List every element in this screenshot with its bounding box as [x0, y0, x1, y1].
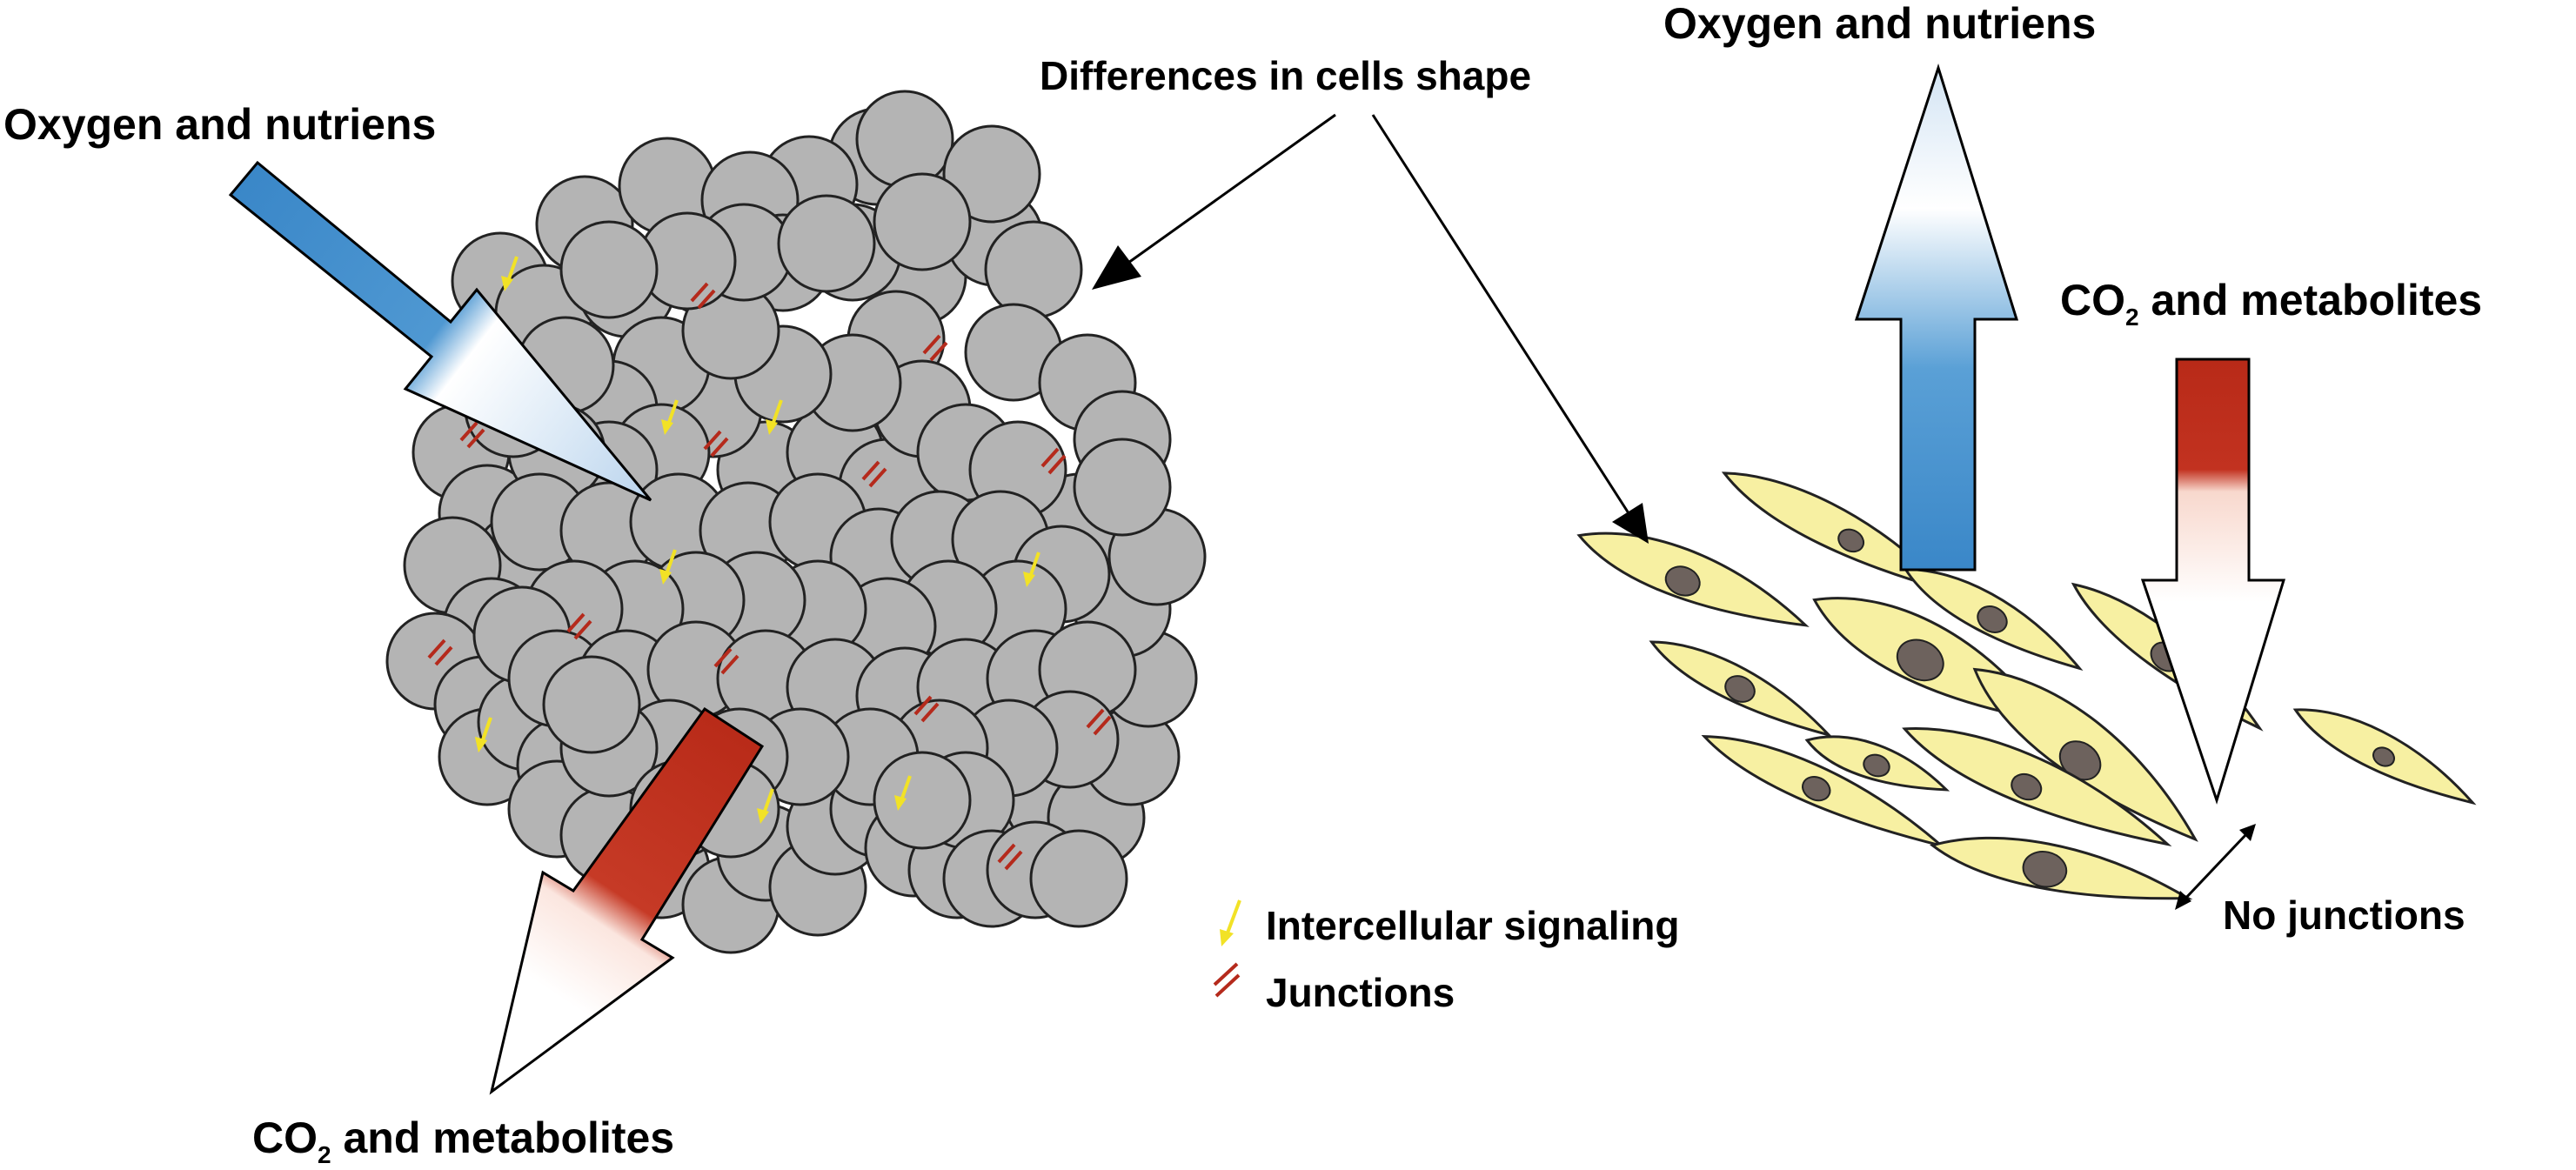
- junction-mark: [713, 647, 739, 675]
- spheroid-cell: [1073, 438, 1172, 537]
- flat-cell: [1902, 727, 2172, 847]
- junction-mark: [1086, 708, 1112, 736]
- spheroid-cell: [873, 172, 972, 271]
- junction-mark: [861, 460, 887, 488]
- flat-cell: [1972, 667, 2198, 842]
- junction-mark: [690, 282, 716, 310]
- spheroid-cell: [559, 220, 659, 319]
- cell-shape-label: Differences in cells shape: [1040, 53, 1531, 98]
- spheroid-cell: [855, 90, 954, 189]
- cell-nucleus: [1977, 605, 2008, 633]
- legend-label-signaling: Intercellular signaling: [1266, 903, 1679, 948]
- shape-pointer-arrows: [1092, 113, 1649, 544]
- nutrient-inflow-arrow: [228, 160, 652, 502]
- junction-mark: [922, 334, 948, 362]
- junction-mark: [427, 638, 453, 666]
- spheroid-cell: [942, 124, 1041, 224]
- red-double-line-icon: [1213, 962, 1241, 998]
- signaling-arrow: [659, 549, 677, 585]
- signaling-arrow: [757, 788, 774, 824]
- junction-mark: [913, 695, 940, 723]
- cell-nucleus: [1863, 753, 1890, 778]
- cell-nucleus: [1724, 675, 1756, 703]
- spheroid-cell: [777, 194, 876, 293]
- right-co2-label: CO2 and metabolites: [2060, 276, 2482, 331]
- signaling-arrow: [661, 399, 679, 435]
- flat-cell: [1903, 567, 2084, 672]
- flat-cell: [1649, 640, 1833, 738]
- spheroid-cell: [873, 751, 972, 850]
- signaling-arrow: [1023, 552, 1040, 587]
- junction-mark: [566, 612, 592, 640]
- no-junctions-label: No junctions: [2223, 893, 2466, 938]
- 2d-cell-monolayer: [1576, 471, 2477, 900]
- junction-mark: [703, 430, 729, 458]
- cell-nucleus: [2011, 772, 2043, 801]
- cell-nucleus: [1837, 528, 1865, 553]
- signaling-arrow: [894, 775, 912, 811]
- cell-nucleus: [2022, 851, 2068, 888]
- signaling-arrow: [766, 399, 783, 435]
- 3d-cell-spheroid: [385, 90, 1207, 954]
- right-oxygen-label: Oxygen and nutriens: [1663, 0, 2096, 48]
- nutrient-up-arrow: [1854, 64, 2019, 572]
- flat-cell: [2292, 708, 2477, 806]
- left-oxygen-label: Oxygen and nutriens: [3, 100, 436, 149]
- no-junctions-indicator: [2175, 824, 2256, 910]
- waste-down-arrow: [2140, 358, 2286, 805]
- flat-cell: [1804, 735, 1950, 792]
- legend-label-junctions: Junctions: [1266, 970, 1455, 1015]
- yellow-arrow-icon: [1220, 899, 1241, 946]
- cell-nucleus: [1802, 775, 1831, 802]
- junction-mark: [997, 843, 1023, 871]
- spheroid-markers: [427, 256, 1112, 871]
- waste-outflow-arrow: [489, 706, 765, 1095]
- legend-item-signaling: Intercellular signaling: [1220, 899, 1679, 948]
- junction-mark: [1040, 447, 1067, 475]
- flat-cell: [1929, 836, 2193, 900]
- spheroid-cell: [984, 220, 1083, 319]
- flat-cell: [1576, 532, 1810, 627]
- spheroid-cell: [1029, 829, 1128, 928]
- left-co2-label: CO2 and metabolites: [252, 1113, 674, 1168]
- cell-nucleus: [2372, 746, 2395, 767]
- cell-nucleus: [1664, 565, 1701, 597]
- signaling-arrow: [501, 256, 519, 291]
- legend: Intercellular signaling Junctions: [1213, 899, 1679, 1015]
- legend-item-junctions: Junctions: [1213, 962, 1455, 1015]
- junction-mark: [459, 421, 485, 449]
- signaling-arrow: [475, 717, 492, 752]
- spheroid-cell: [542, 655, 641, 754]
